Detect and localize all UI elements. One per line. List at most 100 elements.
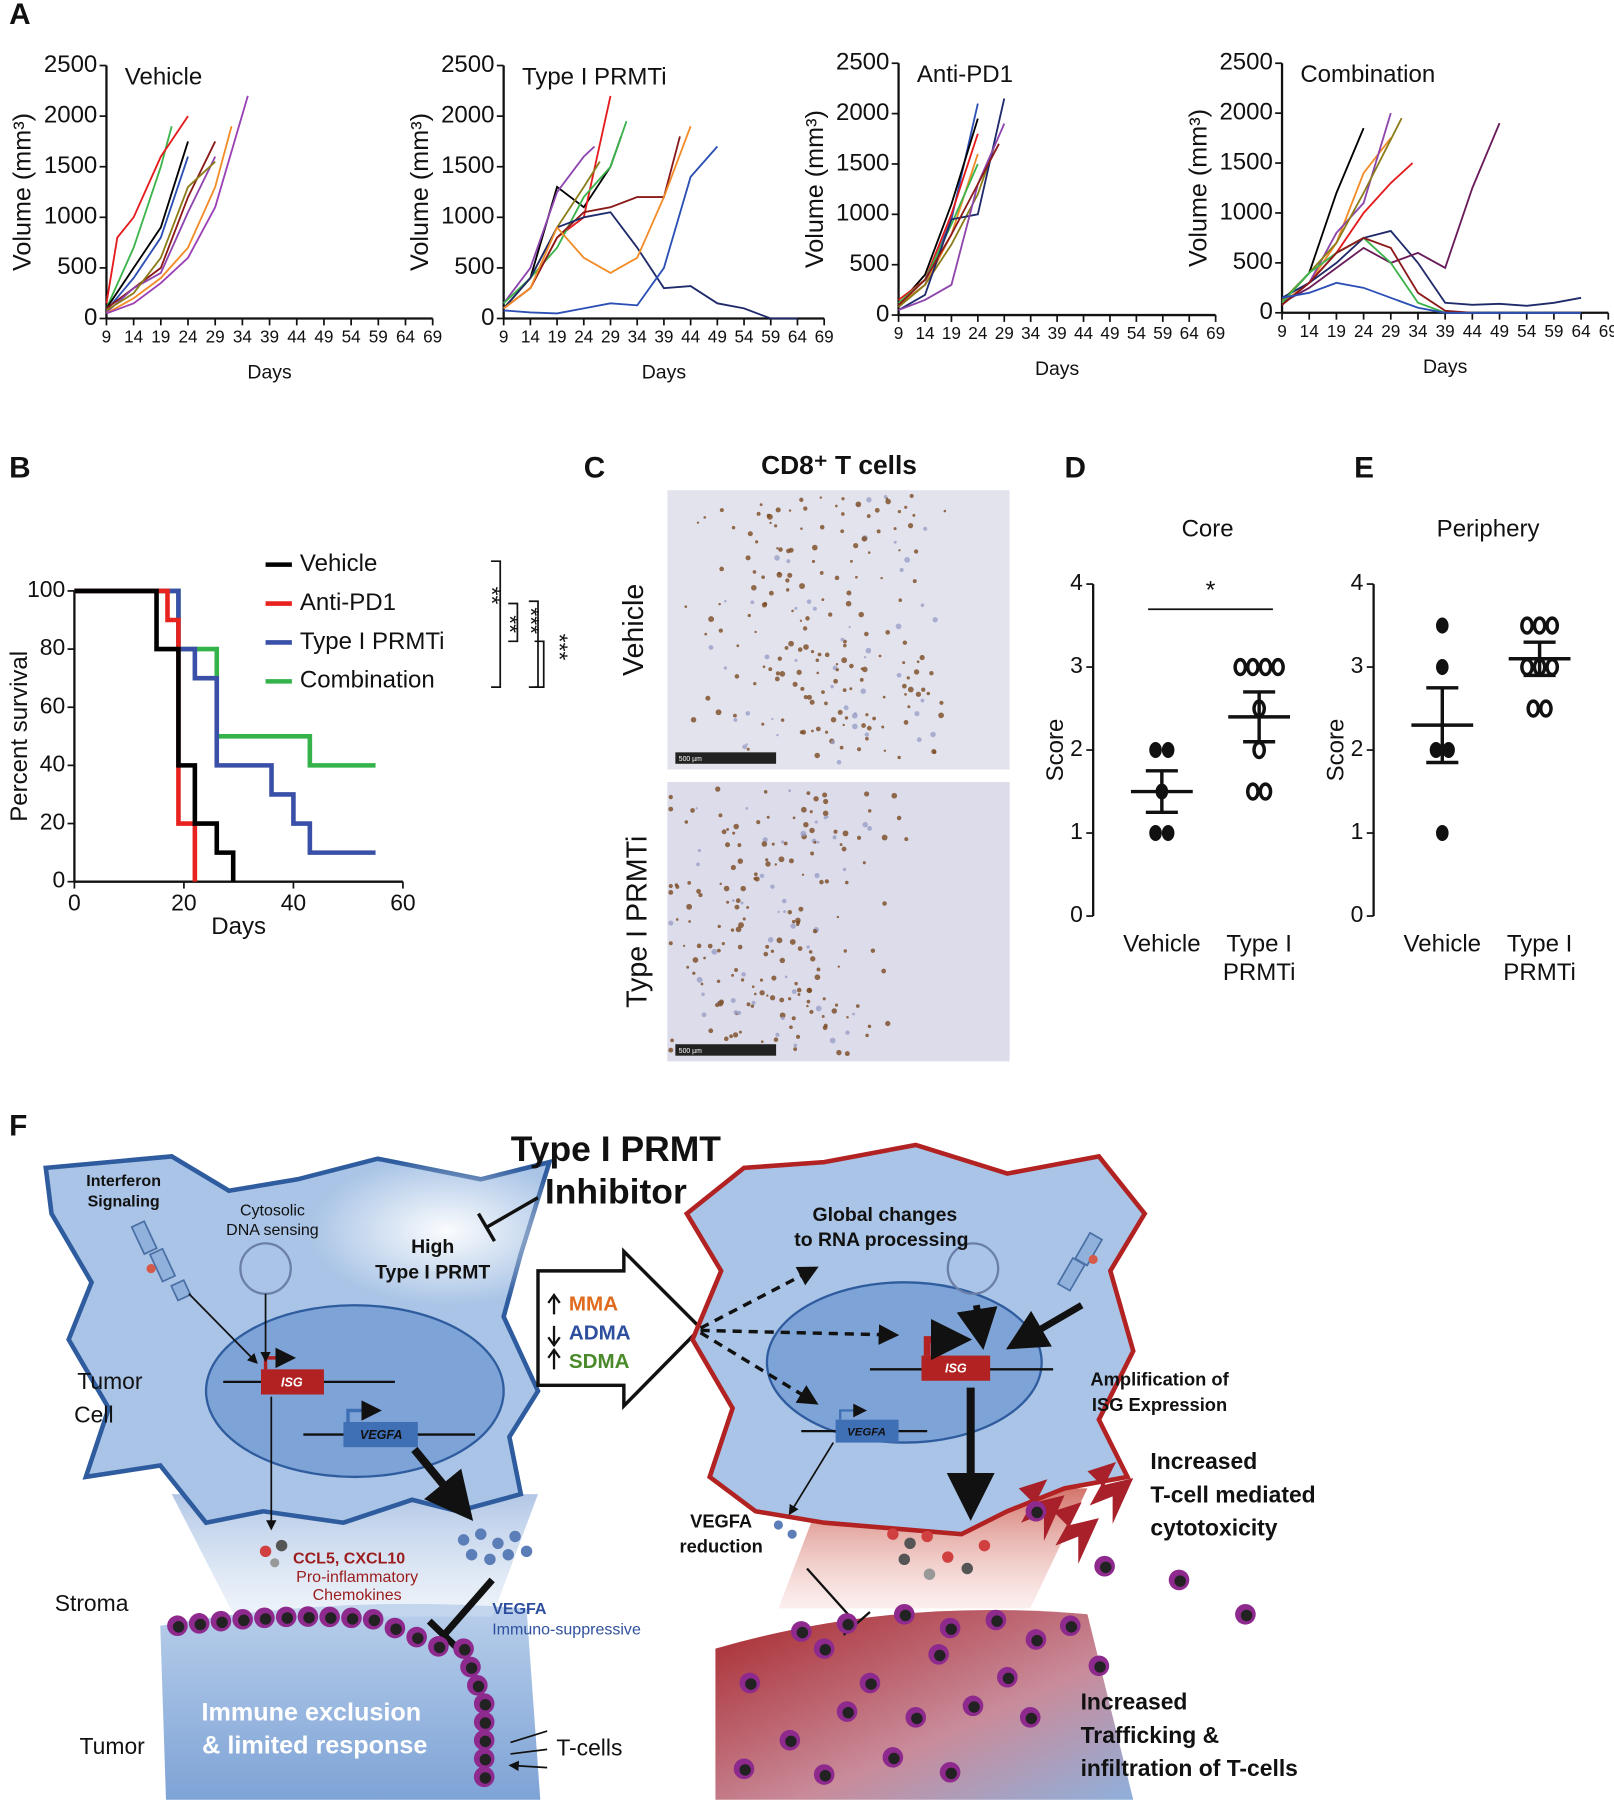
stain-dot	[773, 1037, 779, 1042]
stain-dot	[842, 723, 845, 727]
stain-dot	[861, 536, 868, 542]
stain-dot	[933, 750, 937, 754]
stain-dot	[834, 575, 840, 581]
diagram-text: Amplification of	[1090, 1369, 1229, 1390]
stain-dot	[742, 744, 748, 750]
t-cell-core	[303, 1611, 315, 1624]
stain-dot	[898, 598, 903, 602]
stain-dot	[855, 1004, 860, 1008]
stain-dot	[732, 1032, 739, 1038]
t-cell-core	[1031, 1634, 1043, 1647]
x-tick-label: 69	[1599, 321, 1614, 341]
stain-dot	[923, 526, 928, 531]
stain-dot	[867, 826, 873, 831]
stain-dot	[866, 497, 872, 503]
y-tick-label: 1	[1351, 818, 1364, 844]
stain-dot	[760, 1040, 764, 1044]
stain-dot	[674, 883, 679, 887]
stain-dot	[809, 699, 815, 705]
y-tick-label: 2	[1351, 735, 1364, 761]
diagram-text: Tumor	[80, 1733, 146, 1759]
stain-dot	[844, 1051, 850, 1057]
stain-dot	[841, 497, 845, 501]
y-tick-label: 1500	[44, 152, 97, 179]
stain-dot	[753, 682, 757, 686]
series-line	[898, 133, 979, 301]
stain-dot	[851, 712, 858, 719]
y-tick-label: 2000	[836, 99, 889, 126]
stain-dot	[801, 806, 807, 813]
stain-dot	[768, 667, 773, 672]
x-tick-label: 54	[1517, 321, 1537, 341]
stain-dot	[857, 747, 862, 752]
x-tick-label: 0	[68, 890, 81, 916]
stain-dot	[754, 630, 757, 634]
y-tick-label: 0	[876, 300, 889, 327]
stain-dot	[784, 975, 788, 979]
stain-dot	[719, 882, 722, 886]
stain-dot	[768, 590, 774, 596]
stain-dot	[864, 791, 870, 797]
stain-dot	[885, 630, 891, 635]
chemokine	[898, 1553, 911, 1566]
stain-dot	[776, 547, 779, 550]
stain-dot	[788, 640, 794, 647]
stain-dot	[730, 864, 736, 871]
stain-dot	[870, 948, 876, 953]
stain-dot	[692, 971, 696, 975]
data-point	[1520, 616, 1534, 635]
x-tick-label: Vehicle	[1123, 930, 1201, 958]
stain-dot	[756, 511, 761, 516]
stain-dot	[881, 725, 885, 729]
stain-dot	[788, 509, 792, 512]
chart-title: Periphery	[1437, 516, 1540, 543]
stain-dot	[880, 576, 883, 580]
chemokine-cluster	[259, 1539, 288, 1568]
data-point	[1149, 742, 1162, 759]
stain-dot	[832, 835, 837, 840]
stain-dot	[746, 747, 750, 751]
stain-dot	[845, 600, 852, 607]
x-tick-label: 64	[396, 326, 416, 346]
stain-dot	[692, 957, 699, 963]
stain-dot	[777, 910, 780, 914]
x-tick-label: 44	[1074, 323, 1094, 343]
chemokine	[270, 1558, 280, 1568]
stain-dot	[878, 654, 882, 658]
data-point	[1258, 782, 1273, 801]
y-tick-label: 500	[849, 250, 889, 277]
data-point	[1233, 657, 1248, 677]
stain-dot	[836, 1049, 842, 1056]
chemokine	[259, 1545, 272, 1558]
stain-dot	[874, 507, 880, 513]
x-tick-label: 44	[287, 326, 307, 346]
t-cell-core	[479, 1717, 492, 1729]
stain-dot	[808, 950, 813, 954]
t-cell-core	[472, 1680, 485, 1693]
stain-dot	[668, 941, 673, 946]
stain-dot	[819, 571, 824, 575]
stain-dot	[792, 816, 796, 820]
panel-label: D	[1065, 451, 1087, 484]
stain-dot	[806, 694, 812, 700]
stain-dots	[668, 493, 947, 1057]
row-label: Vehicle	[618, 584, 650, 676]
stain-dot	[797, 946, 803, 951]
x-tick-label: 44	[1463, 321, 1483, 341]
promoter	[923, 1318, 973, 1361]
stain-dot	[798, 906, 804, 912]
stain-dot	[841, 657, 848, 664]
stain-dot	[823, 798, 829, 805]
data-point	[1429, 742, 1443, 759]
stain-dot	[783, 910, 787, 914]
x-tick-label: 19	[548, 326, 567, 346]
nucleus	[765, 1281, 1043, 1444]
stain-dot	[725, 842, 731, 848]
stain-dot	[751, 985, 755, 989]
series-line	[503, 125, 692, 310]
stain-dot	[803, 695, 808, 700]
t-cell-core	[479, 1735, 492, 1748]
y-tick-label: 500	[1233, 248, 1273, 275]
protein	[787, 1529, 797, 1539]
stain-dot	[799, 497, 804, 502]
